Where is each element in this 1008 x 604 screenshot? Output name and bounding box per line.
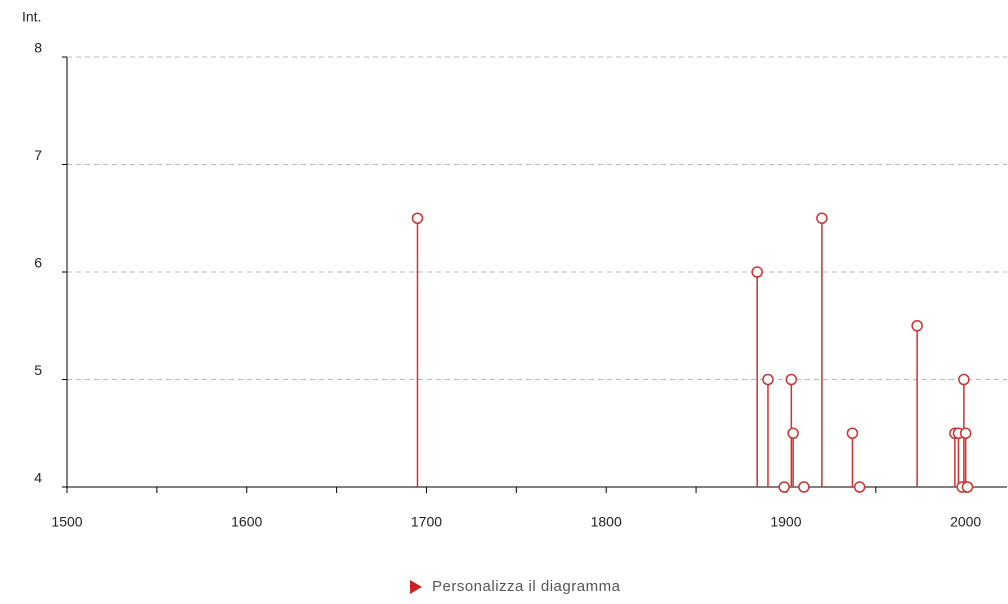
y-tick-label: 4: [34, 470, 42, 486]
stem-marker: [959, 427, 972, 439]
link-text[interactable]: Personalizza il diagramma: [432, 578, 621, 595]
stem-marker: [798, 481, 810, 493]
stem-marker: [787, 427, 799, 439]
x-tick-label: 1500: [51, 514, 82, 530]
x-tick-label: 1800: [591, 514, 622, 530]
chart: Int. 4 5 6 7 8 1500 1600 1700 1800 1900 2000: [22, 9, 1007, 530]
y-tick-label: 5: [34, 362, 42, 378]
y-tick-label: 7: [34, 147, 42, 163]
stem-marker: [785, 373, 798, 386]
stem-marker: [961, 481, 974, 493]
stem-marker: [911, 320, 923, 332]
stem-marker: [958, 373, 970, 386]
triangle-icon: [410, 579, 422, 594]
x-tick-label: 1600: [231, 514, 262, 530]
stem-marker: [816, 212, 828, 224]
stem-marker: [762, 373, 774, 386]
y-tick-label: 6: [34, 255, 42, 271]
x-tick-label: 1700: [411, 514, 442, 530]
stem-marker: [778, 481, 790, 493]
stem-marker: [846, 427, 859, 439]
stem-marker: [853, 481, 866, 493]
stem-marker: [751, 266, 763, 278]
customize-link[interactable]: Personalizza il diagramma: [410, 578, 620, 595]
x-tick-label: 2000: [950, 514, 981, 530]
stem-marker: [411, 212, 424, 224]
y-tick-label: 8: [34, 40, 42, 56]
x-tick-label: 1900: [770, 514, 801, 530]
y-axis-label: Int.: [22, 9, 41, 25]
